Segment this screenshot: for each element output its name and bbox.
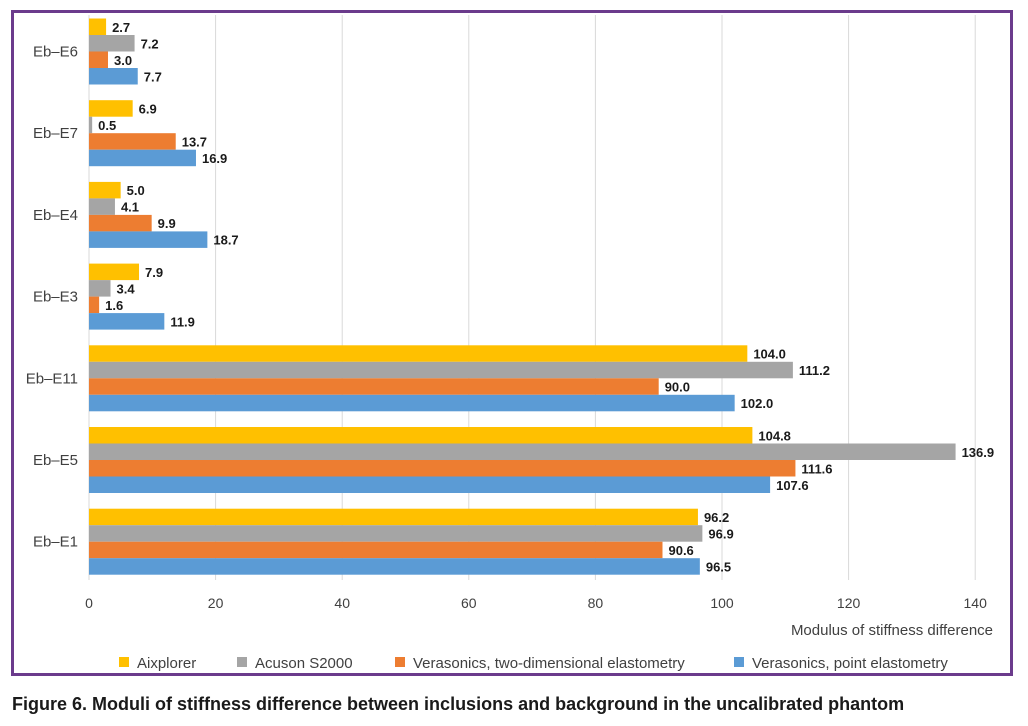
bar bbox=[89, 345, 748, 362]
data-label: 11.9 bbox=[170, 314, 195, 329]
bar bbox=[89, 263, 140, 281]
data-label: 102.0 bbox=[741, 396, 774, 411]
x-tick-label: 140 bbox=[964, 595, 988, 611]
legend-swatch bbox=[237, 657, 247, 667]
data-label: 9.9 bbox=[158, 216, 176, 231]
bar bbox=[89, 231, 208, 248]
category-label: Eb–E1 bbox=[33, 534, 78, 551]
data-label: 104.0 bbox=[753, 347, 786, 362]
data-label: 18.7 bbox=[213, 233, 238, 248]
bar bbox=[89, 394, 735, 412]
data-label: 96.5 bbox=[706, 559, 731, 574]
category-label: Eb–E7 bbox=[33, 125, 78, 142]
bar bbox=[89, 18, 107, 35]
bar bbox=[89, 116, 93, 134]
legend-label: Verasonics, two-dimensional elastometry bbox=[413, 655, 685, 672]
x-tick-label: 60 bbox=[461, 595, 477, 611]
data-label: 7.7 bbox=[144, 69, 162, 84]
x-tick-label: 80 bbox=[588, 595, 604, 611]
bar bbox=[89, 541, 663, 559]
data-label: 1.6 bbox=[105, 298, 123, 313]
bar bbox=[89, 68, 138, 85]
x-axis-title: Modulus of stiffness difference bbox=[791, 622, 993, 639]
x-tick-label: 40 bbox=[334, 595, 350, 611]
category-label: Eb–E5 bbox=[33, 452, 78, 469]
data-label: 90.6 bbox=[668, 543, 693, 558]
bar bbox=[89, 133, 176, 150]
legend-label: Aixplorer bbox=[137, 655, 196, 672]
data-label: 16.9 bbox=[202, 151, 227, 166]
data-label: 7.2 bbox=[141, 36, 159, 51]
figure-caption: Figure 6. Moduli of stiffness difference… bbox=[12, 694, 905, 714]
bar bbox=[89, 280, 111, 297]
category-label: Eb–E6 bbox=[33, 44, 78, 61]
x-tick-label: 0 bbox=[85, 595, 93, 611]
legend-swatch bbox=[395, 657, 405, 667]
data-label: 111.2 bbox=[799, 363, 830, 378]
x-tick-label: 120 bbox=[837, 595, 861, 611]
data-label: 3.0 bbox=[114, 53, 132, 68]
category-label: Eb–E4 bbox=[33, 207, 78, 224]
data-label: 96.2 bbox=[704, 510, 729, 525]
bar bbox=[89, 313, 165, 330]
bar bbox=[89, 460, 796, 477]
x-tick-label: 100 bbox=[710, 595, 734, 611]
category-label: Eb–E3 bbox=[33, 289, 78, 306]
bar bbox=[89, 296, 100, 314]
bar bbox=[89, 508, 698, 526]
x-tick-label: 20 bbox=[208, 595, 224, 611]
bar bbox=[89, 443, 956, 460]
bar bbox=[89, 149, 196, 167]
data-label: 96.9 bbox=[708, 526, 733, 541]
data-label: 3.4 bbox=[117, 281, 136, 296]
bar bbox=[89, 378, 659, 395]
bar bbox=[89, 100, 133, 117]
legend-label: Acuson S2000 bbox=[255, 655, 353, 672]
data-label: 5.0 bbox=[127, 183, 145, 198]
data-label: 111.6 bbox=[801, 461, 832, 476]
bar bbox=[89, 51, 108, 68]
data-label: 136.9 bbox=[962, 445, 995, 460]
data-label: 104.8 bbox=[758, 428, 791, 443]
legend-label: Verasonics, point elastometry bbox=[752, 655, 948, 672]
data-label: 107.6 bbox=[776, 478, 809, 493]
data-label: 13.7 bbox=[182, 134, 207, 149]
bar bbox=[89, 214, 152, 232]
legend-swatch bbox=[119, 657, 129, 667]
bar-chart: 0 20 40 60 80 100 120 140 Eb–E6 2.7 7.2 3.0 7.7 Eb–E7… bbox=[26, 15, 995, 672]
data-label: 0.5 bbox=[98, 118, 116, 133]
bar bbox=[89, 427, 753, 444]
bar bbox=[89, 361, 793, 379]
data-label: 6.9 bbox=[139, 101, 157, 116]
data-label: 4.1 bbox=[121, 200, 139, 215]
bar bbox=[89, 181, 121, 199]
bar bbox=[89, 35, 135, 52]
data-label: 90.0 bbox=[665, 380, 690, 395]
data-label: 7.9 bbox=[145, 265, 163, 280]
bar bbox=[89, 198, 115, 215]
bar bbox=[89, 558, 700, 575]
data-label: 2.7 bbox=[112, 20, 130, 35]
bar bbox=[89, 525, 703, 542]
bar bbox=[89, 476, 771, 493]
category-label: Eb–E11 bbox=[26, 370, 78, 387]
legend-swatch bbox=[734, 657, 744, 667]
